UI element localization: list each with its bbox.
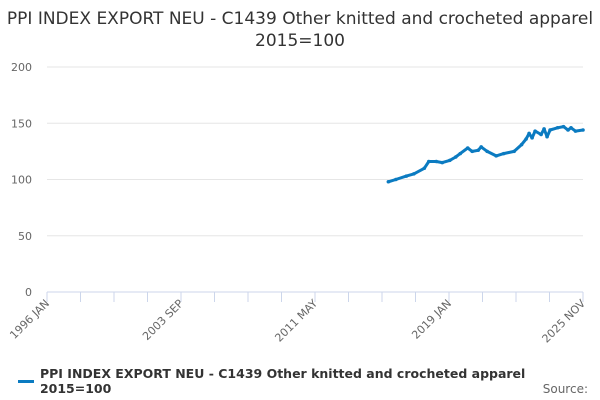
x-tick-label: 2019 JAN bbox=[409, 297, 454, 342]
data-point bbox=[573, 129, 578, 133]
y-tick-label: 100 bbox=[11, 174, 32, 187]
data-point bbox=[581, 128, 585, 132]
data-point bbox=[548, 128, 552, 132]
x-tick-label: 2011 MAY bbox=[272, 297, 320, 345]
data-point bbox=[566, 128, 570, 132]
y-tick-label: 0 bbox=[25, 286, 32, 299]
data-point bbox=[453, 155, 458, 159]
data-point bbox=[412, 172, 416, 176]
data-point bbox=[524, 137, 528, 141]
data-point bbox=[569, 125, 573, 130]
data-point bbox=[533, 129, 537, 133]
data-point bbox=[512, 149, 516, 154]
x-tick-label: 2003 SEP bbox=[140, 297, 186, 343]
data-point bbox=[426, 159, 431, 164]
series-line bbox=[387, 125, 584, 184]
x-tick-label: 2025 NOV bbox=[540, 297, 589, 346]
data-point bbox=[394, 177, 398, 182]
data-point bbox=[501, 151, 506, 156]
legend-swatch bbox=[18, 379, 34, 383]
data-point bbox=[485, 149, 489, 154]
data-point bbox=[470, 149, 475, 154]
data-point bbox=[479, 145, 483, 149]
data-point bbox=[386, 179, 391, 184]
data-point bbox=[527, 131, 531, 136]
data-point bbox=[555, 125, 560, 130]
data-point bbox=[404, 174, 409, 178]
data-point bbox=[539, 132, 543, 137]
data-point bbox=[458, 151, 463, 156]
data-point bbox=[542, 127, 546, 131]
data-point bbox=[440, 160, 445, 165]
data-point bbox=[434, 159, 439, 164]
y-tick-label: 200 bbox=[11, 61, 32, 74]
chart-title: PPI INDEX EXPORT NEU - C1439 Other knitt… bbox=[6, 9, 594, 51]
data-point bbox=[519, 142, 524, 147]
data-point bbox=[422, 166, 427, 171]
data-point bbox=[561, 124, 566, 129]
data-point bbox=[447, 158, 452, 163]
data-point bbox=[545, 134, 549, 139]
data-point bbox=[530, 136, 534, 140]
data-point bbox=[494, 154, 498, 158]
y-tick-label: 150 bbox=[11, 117, 32, 130]
legend-label: PPI INDEX EXPORT NEU - C1439 Other knitt… bbox=[39, 366, 526, 396]
x-tick-label: 1996 JAN bbox=[7, 297, 52, 342]
y-tick-label: 50 bbox=[18, 230, 32, 243]
legend-item[interactable]: PPI INDEX EXPORT NEU - C1439 Other knitt… bbox=[18, 366, 600, 396]
source-label: Source: bbox=[542, 382, 588, 396]
data-point bbox=[476, 148, 480, 153]
data-point bbox=[465, 146, 470, 150]
